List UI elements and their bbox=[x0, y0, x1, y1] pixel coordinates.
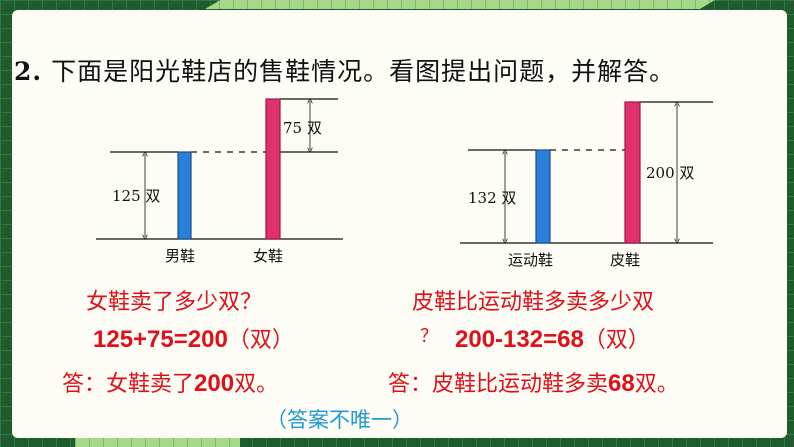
bar-leather-shoes bbox=[624, 101, 641, 244]
right-question: 皮鞋比运动鞋多卖多少双 bbox=[412, 290, 655, 315]
problem-number: 2. bbox=[14, 57, 43, 86]
slide-card bbox=[12, 10, 787, 438]
equation-text: 125+75=200 bbox=[93, 326, 228, 353]
answer-number: 68 bbox=[608, 370, 635, 397]
bar-women-shoes bbox=[265, 98, 281, 240]
unit-text: （双） bbox=[583, 328, 650, 353]
label-125: 125 双 bbox=[112, 187, 160, 205]
top-decor-strip bbox=[205, 0, 715, 9]
left-answer: 答：女鞋卖了200双。 bbox=[62, 366, 278, 398]
equation-text: 200-132=68 bbox=[455, 326, 584, 353]
answer-suffix: 双。 bbox=[234, 372, 279, 397]
label-200: 200 双 bbox=[646, 164, 694, 182]
left-question: 女鞋卖了多少双？ bbox=[86, 290, 263, 315]
answer-not-unique-note: （答案不唯一） bbox=[266, 408, 413, 432]
problem-title: 2. 下面是阳光鞋店的售鞋情况。看图提出问题，并解答。 bbox=[14, 52, 675, 88]
label-women-shoes: 女鞋 bbox=[253, 247, 283, 265]
right-answer: 答：皮鞋比运动鞋多卖68双。 bbox=[388, 366, 679, 398]
label-men-shoes: 男鞋 bbox=[165, 247, 195, 265]
answer-text: 答：女鞋卖了 bbox=[62, 372, 195, 397]
bar-sports-shoes bbox=[535, 149, 551, 244]
right-equation: 200-132=68（双） bbox=[455, 322, 650, 354]
answer-text: 答：皮鞋比运动鞋多卖 bbox=[388, 372, 609, 397]
answer-suffix: 双。 bbox=[634, 372, 679, 397]
left-diagram bbox=[96, 98, 343, 240]
answer-number: 200 bbox=[194, 370, 235, 397]
right-diagram bbox=[460, 101, 713, 244]
label-sports-shoes: 运动鞋 bbox=[508, 251, 553, 269]
problem-text: 下面是阳光鞋店的售鞋情况。看图提出问题，并解答。 bbox=[51, 57, 676, 86]
label-132: 132 双 bbox=[468, 189, 516, 207]
unit-text: （双） bbox=[227, 328, 294, 353]
bar-men-shoes bbox=[177, 151, 192, 240]
left-equation: 125+75=200（双） bbox=[93, 322, 294, 354]
bottom-decor-strip bbox=[75, 438, 240, 447]
right-question-end: ？ bbox=[420, 326, 438, 347]
label-75: 75 双 bbox=[283, 119, 322, 137]
label-leather-shoes: 皮鞋 bbox=[610, 251, 640, 269]
